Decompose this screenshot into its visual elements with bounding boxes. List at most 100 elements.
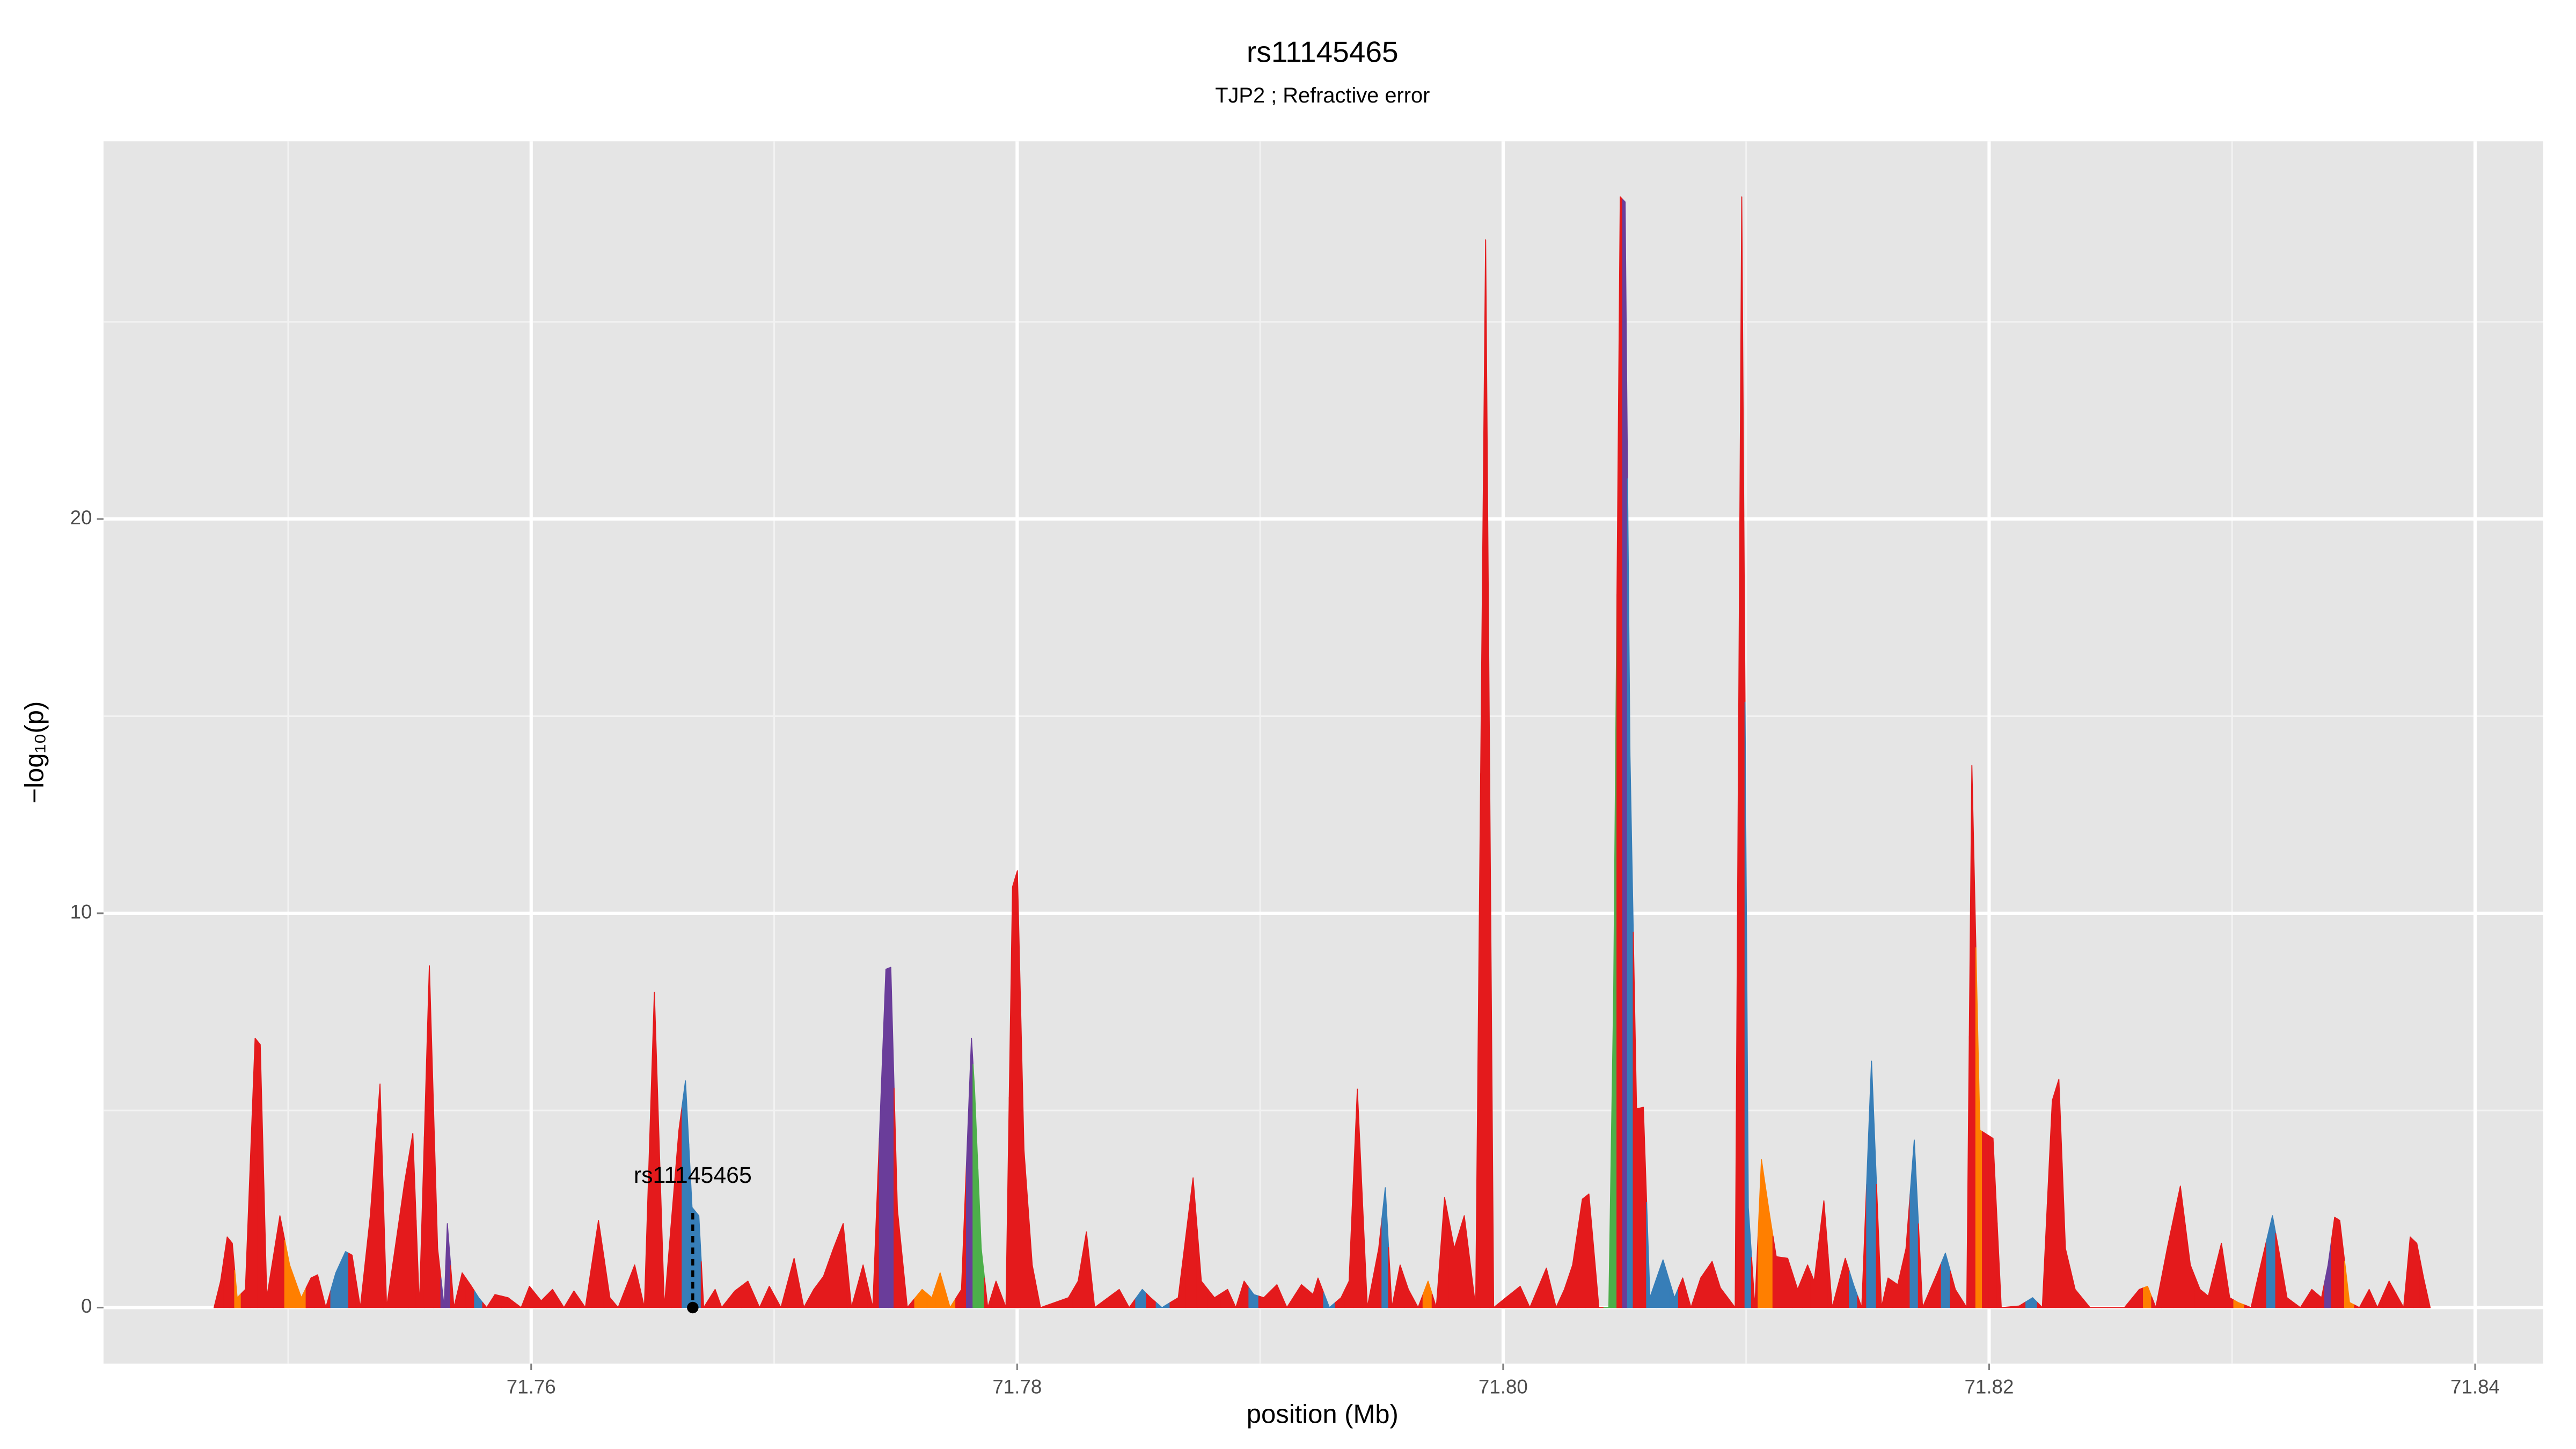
peak [415, 1136, 425, 1308]
peak [284, 1240, 296, 1308]
peak [1231, 1293, 1241, 1308]
peak [1344, 1184, 1354, 1308]
peak [1281, 1296, 1295, 1308]
peak [1448, 1222, 1460, 1308]
peak [1892, 1266, 1902, 1308]
peak [1568, 1231, 1578, 1308]
peak [2082, 1298, 2108, 1308]
peak [408, 1132, 417, 1308]
peak [1716, 1274, 1729, 1308]
peak [2282, 1274, 2294, 1308]
peak [433, 1106, 442, 1308]
peak [1950, 1270, 1962, 1308]
peak [440, 1265, 447, 1308]
peak [1633, 932, 1641, 1308]
peak [1876, 1183, 1885, 1308]
peak [1489, 773, 1507, 1308]
peak [1982, 1131, 1990, 1308]
peak [1422, 1280, 1433, 1308]
peak [273, 1215, 286, 1308]
peak [1403, 1277, 1414, 1308]
peak [1123, 1298, 1137, 1308]
peak [1810, 1240, 1820, 1308]
peak [1381, 1187, 1389, 1308]
peak [568, 1290, 581, 1308]
peak [1765, 1187, 1774, 1308]
peak [828, 1235, 839, 1308]
peak [857, 1264, 869, 1308]
peak [1293, 1284, 1308, 1308]
peak [2331, 1217, 2338, 1308]
peak [1315, 1277, 1324, 1308]
peak [364, 1149, 376, 1308]
x-axis-label: position (Mb) [1247, 1400, 1399, 1429]
peak [2337, 1218, 2345, 1308]
peak [1248, 1287, 1260, 1308]
peak [1646, 1202, 1657, 1308]
peak [764, 1285, 776, 1308]
peak [1656, 1259, 1670, 1308]
peak [2046, 1089, 2057, 1308]
peak [658, 1149, 672, 1308]
peak [2344, 1261, 2355, 1308]
peak [2426, 1292, 2431, 1308]
peak [1744, 701, 1752, 1308]
peak [1081, 1231, 1091, 1308]
peak [879, 968, 889, 1308]
peak [2161, 1217, 2175, 1308]
x-tick-label: 71.84 [2450, 1375, 2500, 1397]
peak [1678, 1277, 1688, 1308]
peak [2373, 1293, 2384, 1308]
peak [1440, 1197, 1450, 1308]
x-tick-label: 71.82 [1964, 1375, 2014, 1397]
peak [613, 1285, 627, 1308]
peak [1258, 1291, 1271, 1308]
peak [1751, 1233, 1759, 1308]
peak [1413, 1293, 1424, 1308]
peak [2275, 1233, 2284, 1308]
peak [1335, 1289, 1346, 1308]
peak [2151, 1277, 2162, 1308]
peak [1524, 1287, 1539, 1308]
peak [1020, 1009, 1029, 1308]
peak [2396, 1271, 2407, 1308]
peak [728, 1285, 742, 1308]
peak [263, 1170, 274, 1308]
peak [1668, 1278, 1679, 1308]
peak [1220, 1289, 1233, 1308]
peak [2069, 1268, 2083, 1308]
peak [445, 1223, 451, 1308]
peak [787, 1257, 800, 1308]
peak [1866, 1060, 1877, 1308]
peak [894, 1087, 903, 1308]
peak [1036, 1285, 1055, 1308]
peak [250, 1037, 259, 1308]
peak [1686, 1292, 1696, 1308]
x-tick-label: 71.78 [992, 1375, 1042, 1397]
peak [450, 1265, 459, 1308]
peak [1929, 1262, 1942, 1308]
peak [926, 1285, 936, 1308]
annotation-point [687, 1301, 699, 1314]
peak [1207, 1289, 1222, 1308]
peak [457, 1272, 467, 1308]
peak [1090, 1269, 1108, 1308]
peak [313, 1274, 323, 1308]
peak [2143, 1285, 2153, 1308]
peak [1538, 1268, 1552, 1308]
peak [217, 1258, 225, 1308]
peak [1072, 1256, 1083, 1308]
peak [1996, 1222, 2011, 1308]
peak [2419, 1260, 2428, 1308]
peak [649, 991, 660, 1308]
peak [1106, 1289, 1125, 1308]
peak [741, 1280, 755, 1308]
peak [395, 1157, 409, 1308]
peak [1560, 1277, 1569, 1308]
peak [774, 1282, 788, 1308]
peak [846, 1265, 858, 1308]
peak [355, 1261, 366, 1308]
peak [2406, 1236, 2414, 1308]
chart-title: rs11145465 [1247, 35, 1399, 69]
